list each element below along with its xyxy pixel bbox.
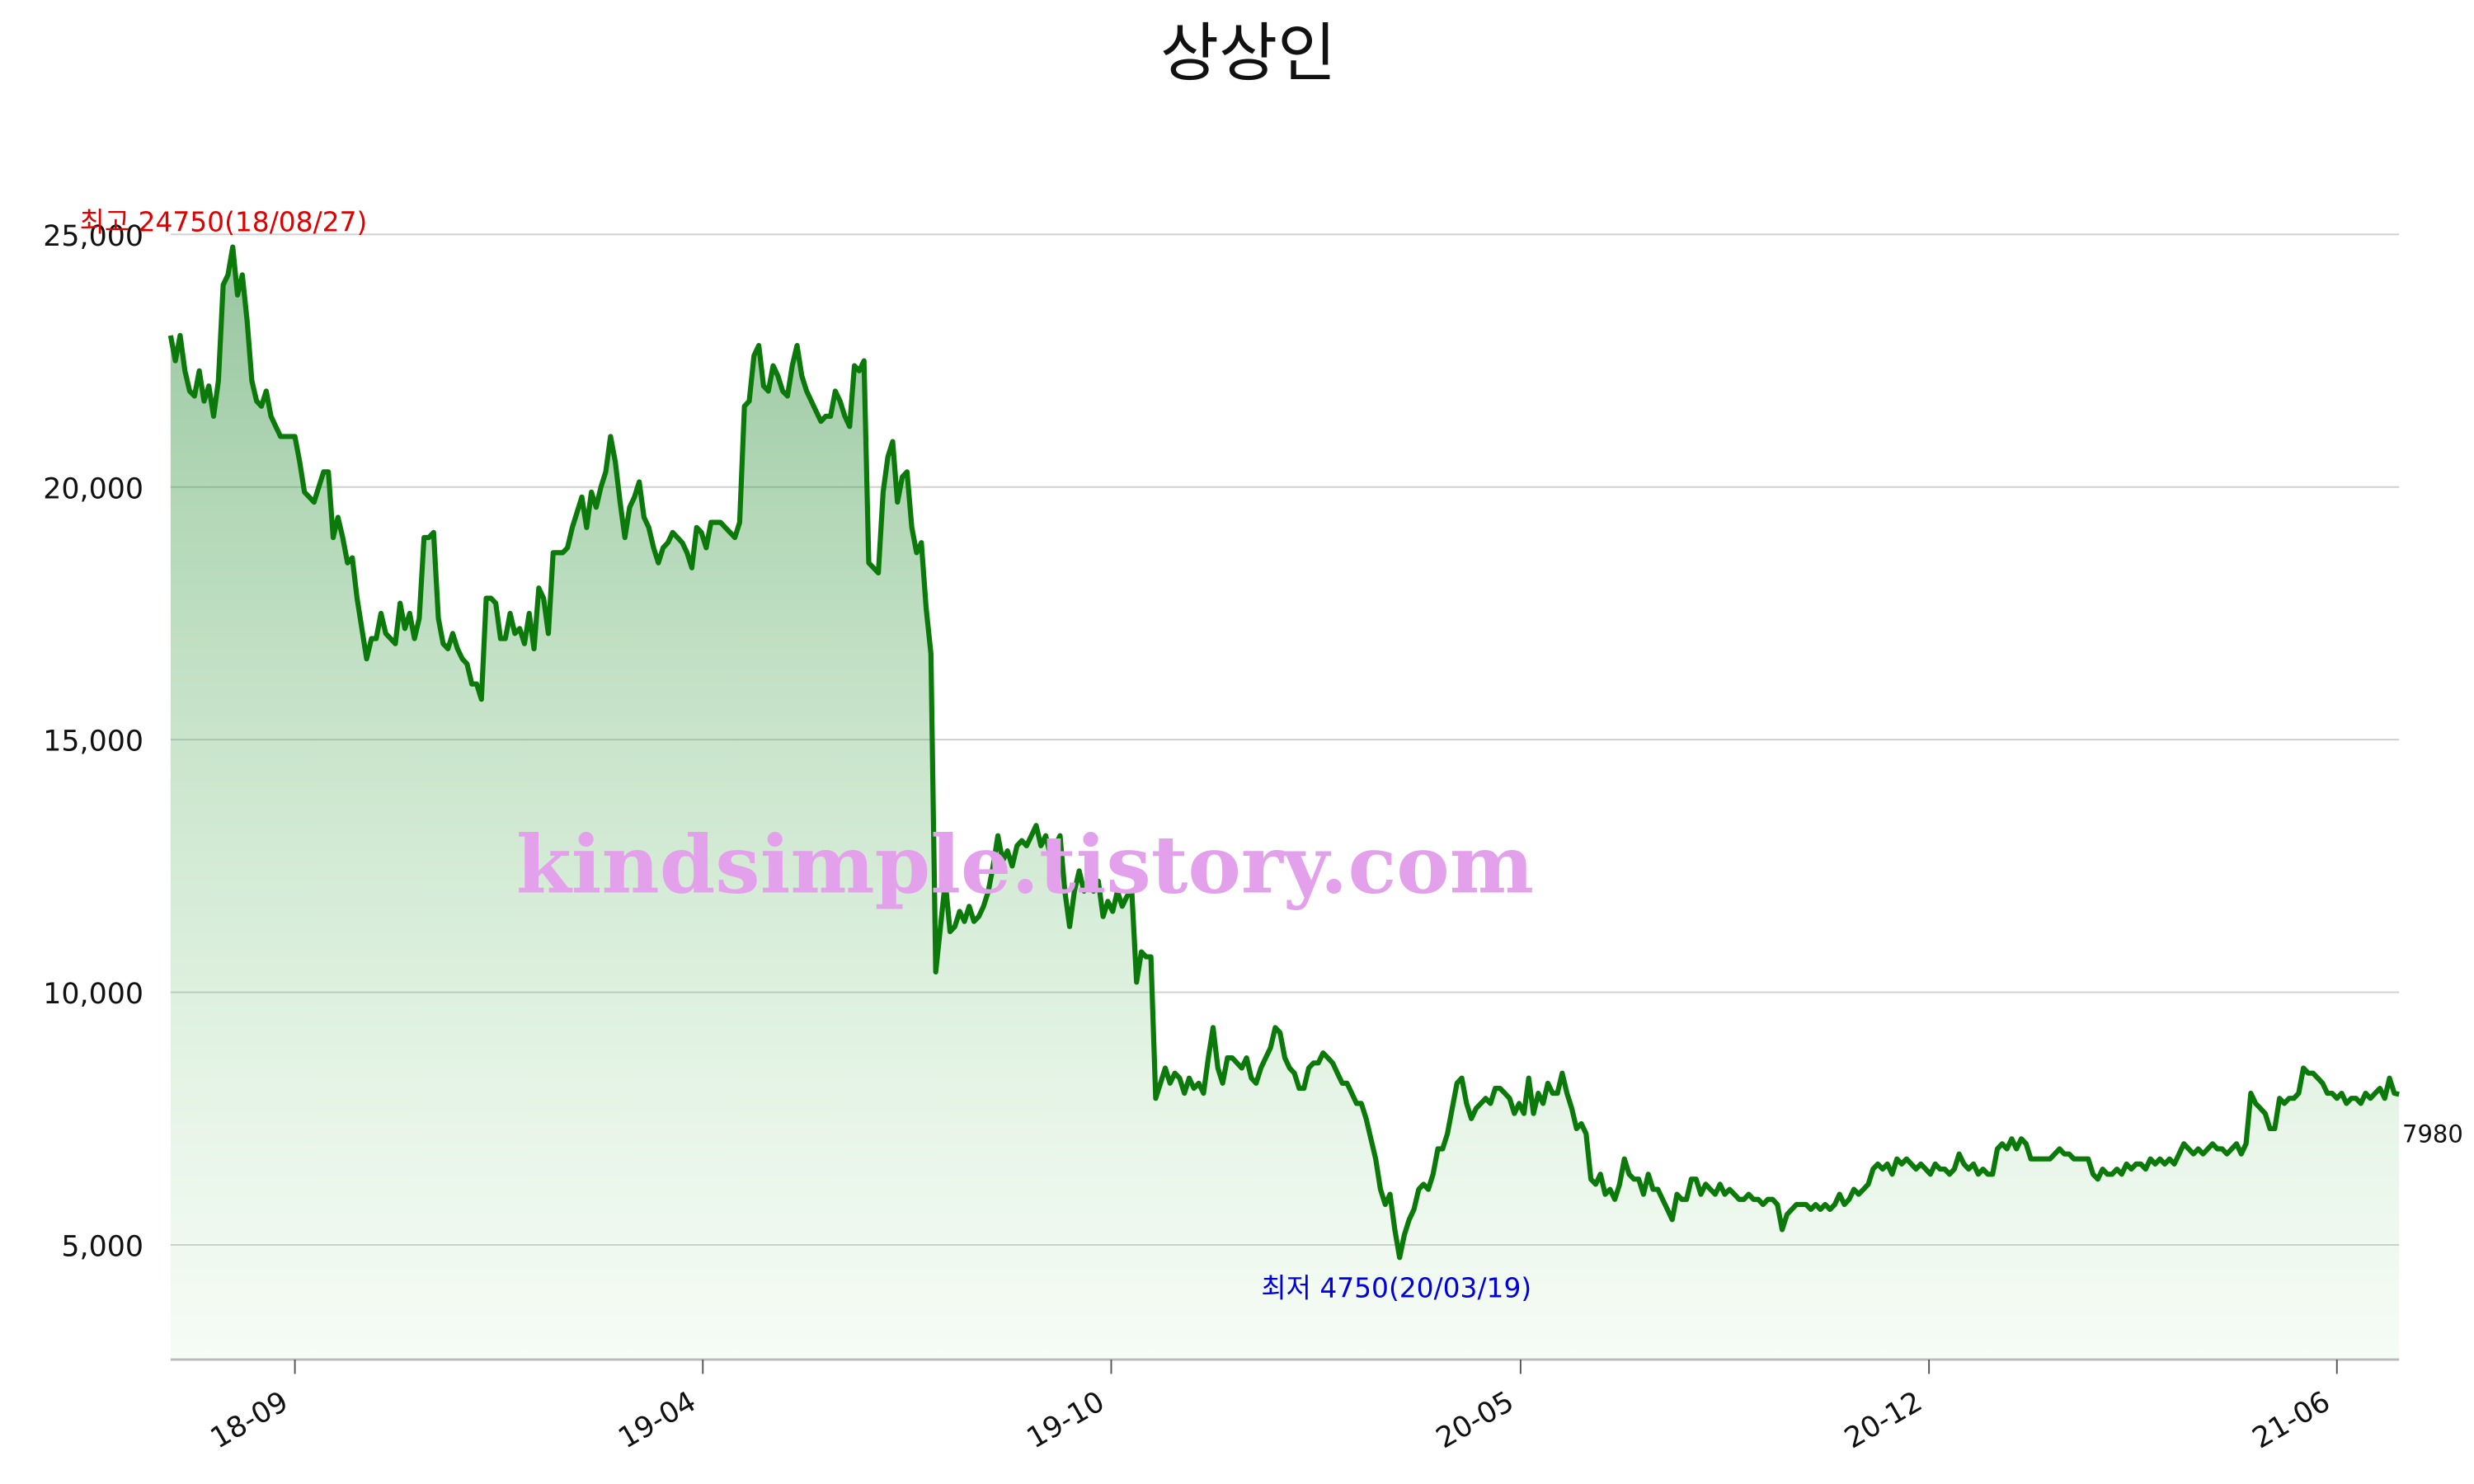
y-tick-label: 20,000 (43, 472, 143, 505)
x-tick-label: 18-09 (205, 1385, 294, 1455)
chart-title: 상상인 (1160, 16, 1336, 91)
annotation: 최고 24750(18/08/27) (80, 205, 368, 237)
y-tick-label: 15,000 (43, 726, 143, 758)
y-tick-label: 25,000 (43, 220, 143, 253)
x-tick-label: 19-04 (613, 1385, 702, 1455)
x-tick-label: 19-10 (1022, 1385, 1111, 1455)
area (170, 247, 2400, 1360)
y-tick-label: 10,000 (43, 978, 143, 1011)
watermark: kindsimple.tistory.com (516, 818, 1534, 912)
annotation: 최저 4750(20/03/19) (1261, 1272, 1531, 1304)
y-tick-label: 5,000 (61, 1230, 143, 1263)
last-value-label: 7980 (2402, 1120, 2463, 1148)
price-line (167, 244, 2400, 1261)
x-tick-label: 20-05 (1431, 1385, 1520, 1455)
x-tick-label: 20-12 (1839, 1385, 1928, 1455)
x-tick-label: 21-06 (2247, 1385, 2336, 1455)
